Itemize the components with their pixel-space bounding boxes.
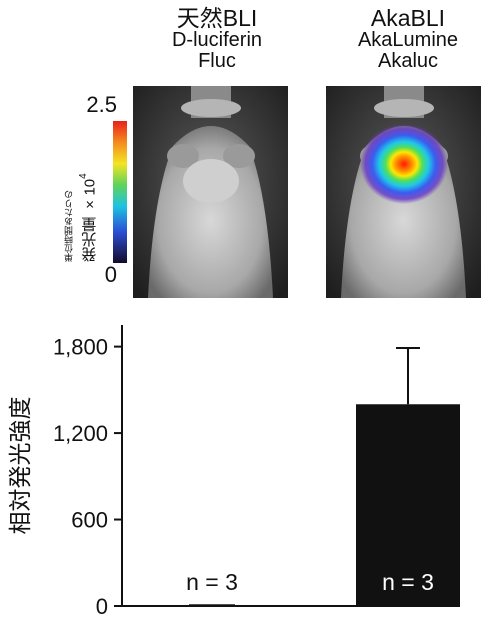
colorbar-gradient — [113, 121, 127, 263]
panel-substrate: D-luciferin — [171, 29, 263, 52]
panel-title-aka: AkaBLI AkaLumine Akaluc — [328, 6, 488, 72]
bar — [356, 404, 460, 606]
y-tick-label: 600 — [71, 508, 108, 533]
mouse-image-aka — [326, 86, 481, 298]
bar-n-label: n = 3 — [382, 569, 434, 595]
panel-name: 天然BLI — [176, 5, 258, 31]
bioluminescence-signal — [360, 124, 448, 204]
panel-substrate: AkaLumine — [357, 29, 459, 52]
colorbar-min-label: 0 — [104, 262, 117, 287]
y-axis-label: 相対発光強度 — [7, 397, 33, 535]
y-tick-label: 1,200 — [53, 421, 108, 446]
mouse-photo-native — [133, 86, 288, 298]
panel-enzyme: Akaluc — [377, 50, 439, 73]
panel-title-native: 天然BLI D-luciferin Fluc — [137, 6, 297, 72]
y-ticks: 0 600 1,200 1,800 — [53, 335, 122, 619]
mouse-image-native — [133, 86, 288, 298]
bars: n = 3 n = 3 — [186, 347, 460, 606]
panel-name: AkaBLI — [370, 5, 446, 31]
panel-enzyme: Fluc — [198, 50, 236, 73]
y-axis-label-group: 相対発光強度 — [7, 397, 33, 535]
colorbar-max-label: 2.5 — [86, 92, 117, 117]
mouse-photo-aka — [326, 86, 481, 298]
bar — [189, 604, 235, 606]
y-tick-label: 0 — [96, 594, 108, 619]
bar-n-label: n = 3 — [186, 569, 238, 595]
y-tick-label: 1,800 — [53, 335, 108, 360]
